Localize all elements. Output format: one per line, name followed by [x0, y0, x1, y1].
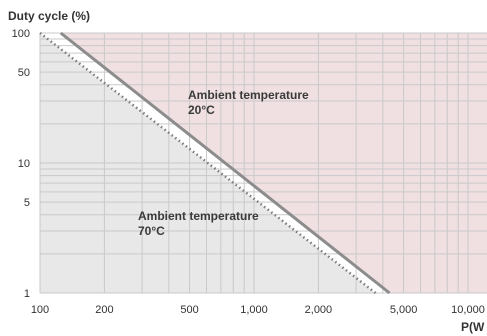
x-tick-label: 1,000: [240, 304, 268, 316]
annotation-70c-line2: 70°C: [138, 224, 165, 238]
x-tick-label: 10,000: [451, 304, 485, 316]
y-tick-label: 10: [18, 158, 30, 170]
annotation-70c-line1: Ambient temperature: [138, 209, 259, 223]
series-line-20c: [59, 31, 391, 295]
annotation-20c-line1: Ambient temperature: [188, 88, 309, 102]
x-tick-label: 5,000: [390, 304, 418, 316]
x-tick-label: 100: [31, 304, 49, 316]
y-tick-label: 100: [12, 28, 30, 40]
annotation-20c-line2: 20°C: [188, 103, 215, 117]
series-line-70c: [39, 32, 377, 294]
x-tick-label: 200: [95, 304, 113, 316]
y-tick-label: 50: [18, 67, 30, 79]
y-axis-title: Duty cycle (%): [8, 9, 90, 23]
y-tick-label: 5: [24, 197, 30, 209]
x-axis-title: P(W: [461, 320, 485, 334]
x-tick-label: 500: [180, 304, 198, 316]
x-tick-label: 2,000: [305, 304, 333, 316]
y-tick-label: 1: [24, 288, 30, 300]
